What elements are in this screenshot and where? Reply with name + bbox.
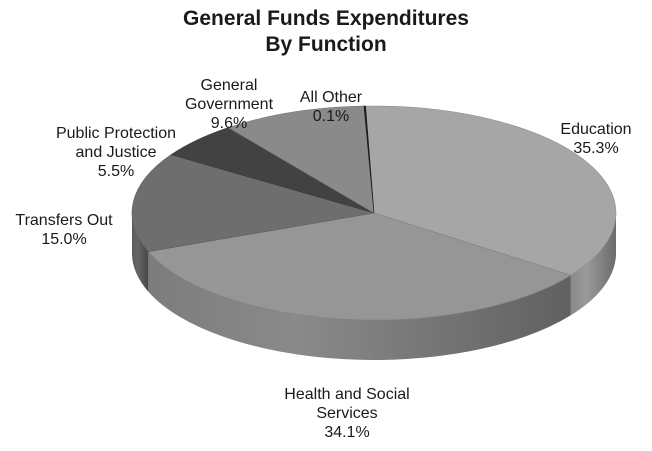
label-health-name-1: Health and Social — [284, 386, 410, 403]
pie-slice-health — [147, 212, 572, 321]
label-transfers-value: 15.0% — [41, 231, 87, 248]
label-other-name: All Other — [299, 89, 363, 106]
label-transfers-name: Transfers Out — [15, 212, 113, 229]
label-general-name-1: General — [200, 77, 258, 94]
label-education-value: 35.3% — [573, 140, 619, 157]
label-transfers: Transfers Out 15.0% — [0, 211, 128, 249]
label-public-value: 5.5% — [97, 163, 135, 180]
label-health-value: 34.1% — [324, 424, 370, 441]
chart-title-line-1: General Funds Expenditures — [183, 7, 469, 30]
label-public-name-2: and Justice — [75, 144, 157, 161]
pie-slice-general — [227, 105, 375, 214]
label-other-value: 0.1% — [312, 108, 350, 125]
pie-side-shade-health — [148, 251, 571, 360]
chart-title-line-2: By Function — [265, 33, 387, 56]
label-public-name-1: Public Protection — [55, 125, 177, 142]
pie-slice-other — [363, 105, 375, 214]
label-general-value: 9.6% — [210, 115, 248, 132]
label-other: All Other 0.1% — [283, 88, 379, 126]
label-education-name: Education — [560, 121, 632, 138]
pie-side-shade-education — [570, 213, 616, 316]
label-general-name-2: Government — [184, 96, 274, 113]
label-health: Health and Social Services 34.1% — [262, 385, 432, 442]
label-education: Education 35.3% — [541, 120, 651, 158]
label-general: General Government 9.6% — [174, 76, 284, 133]
pie-slice-education — [365, 105, 617, 276]
label-health-name-2: Services — [316, 405, 378, 422]
label-public: Public Protection and Justice 5.5% — [36, 124, 196, 181]
pie-tops — [131, 105, 617, 321]
pie-slice-transfers — [131, 154, 375, 252]
